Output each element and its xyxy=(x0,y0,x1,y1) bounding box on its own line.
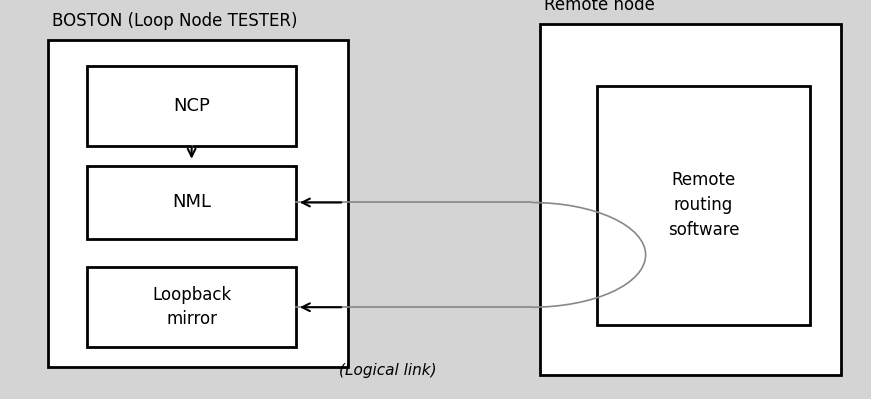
Text: Loopback
mirror: Loopback mirror xyxy=(152,286,231,328)
Bar xyxy=(87,267,296,347)
Bar xyxy=(87,166,296,239)
Text: Remote
routing
software: Remote routing software xyxy=(667,172,739,239)
Text: NML: NML xyxy=(172,194,211,211)
Text: Remote node: Remote node xyxy=(544,0,655,14)
Bar xyxy=(87,66,296,146)
Text: NCP: NCP xyxy=(173,97,210,115)
Bar xyxy=(48,40,348,367)
Text: (Logical link): (Logical link) xyxy=(339,363,436,378)
Bar xyxy=(597,86,810,325)
Text: BOSTON (Loop Node TESTER): BOSTON (Loop Node TESTER) xyxy=(52,12,298,30)
Bar xyxy=(540,24,841,375)
